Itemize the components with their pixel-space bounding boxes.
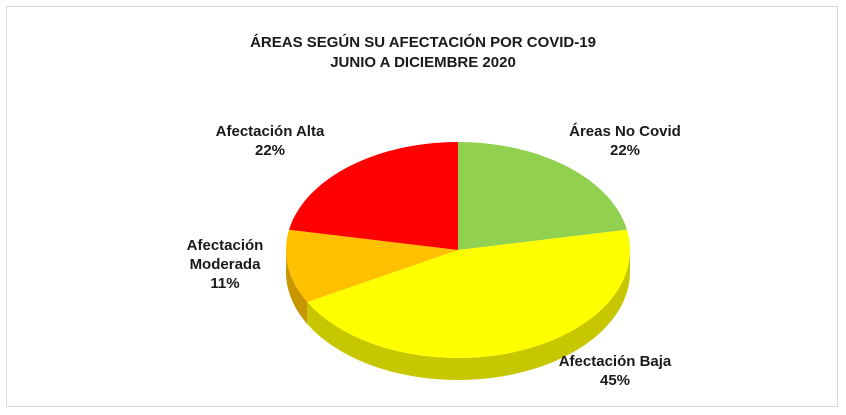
chart-border: [6, 6, 838, 407]
data-label-name: Afectación Moderada: [186, 237, 264, 273]
pie-slice: [458, 142, 627, 250]
pie-slice-side: [307, 250, 630, 380]
chart-subtitle: JUNIO A DICIEMBRE 2020: [330, 54, 516, 71]
data-label-value: 22%: [254, 142, 286, 159]
data-label-value: 22%: [609, 142, 641, 159]
data-label-name: Afectación Baja: [558, 353, 672, 370]
data-label: Afectación Baja 45%: [530, 352, 700, 390]
data-label-name: Afectación Alta: [215, 123, 325, 140]
data-label: Áreas No Covid 22%: [545, 122, 705, 160]
data-label-name: Áreas No Covid: [569, 123, 681, 140]
data-label-value: 45%: [599, 372, 631, 389]
pie-slice: [286, 229, 458, 303]
pie-slice-side: [286, 250, 308, 325]
pie-slice: [307, 229, 630, 358]
pie-slice: [289, 142, 458, 250]
data-label: Afectación Alta 22%: [190, 122, 350, 160]
data-label-value: 11%: [210, 275, 240, 292]
data-label: Afectación Moderada 11%: [165, 236, 285, 293]
chart-title: ÁREAS SEGÚN SU AFECTACIÓN POR COVID-19: [250, 34, 596, 51]
